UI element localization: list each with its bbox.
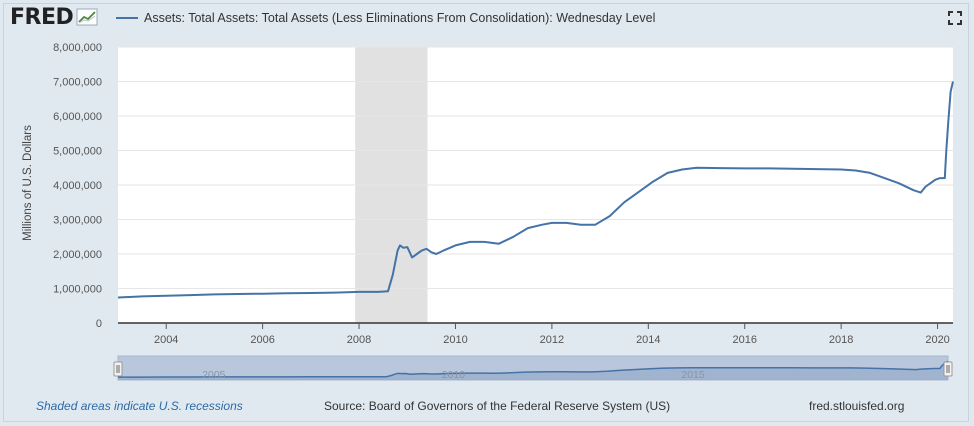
legend-series-label: Assets: Total Assets: Total Assets (Less… xyxy=(144,11,656,25)
x-tick-label: 2020 xyxy=(925,334,949,346)
navigator-label: 2015 xyxy=(681,369,705,381)
y-tick-label: 3,000,000 xyxy=(53,215,102,227)
navigator-label: 2005 xyxy=(202,369,226,381)
navigator-area xyxy=(118,361,948,380)
y-tick-label: 2,000,000 xyxy=(53,249,102,261)
x-tick-label: 2004 xyxy=(154,334,178,346)
y-tick-label: 8,000,000 xyxy=(53,42,102,54)
y-tick-label: 1,000,000 xyxy=(53,284,102,296)
source-note: Source: Board of Governors of the Federa… xyxy=(324,399,671,413)
x-tick-label: 2010 xyxy=(443,334,467,346)
x-tick-label: 2006 xyxy=(250,334,274,346)
navigator-line xyxy=(118,360,949,378)
navigator-label: 2010 xyxy=(442,369,466,381)
x-tick-label: 2016 xyxy=(732,334,756,346)
logo-text: FRED xyxy=(10,4,74,30)
navigator-left-handle[interactable] xyxy=(113,361,123,377)
fred-graph-icon xyxy=(76,8,98,26)
recession-note[interactable]: Shaded areas indicate U.S. recessions xyxy=(36,399,243,413)
chart-legend: Assets: Total Assets: Total Assets (Less… xyxy=(116,8,655,28)
graph-frame xyxy=(3,3,969,422)
y-tick-label: 5,000,000 xyxy=(53,146,102,158)
navigator-right-handle[interactable] xyxy=(943,361,953,377)
x-tick-label: 2014 xyxy=(636,334,660,346)
y-tick-label: 0 xyxy=(96,318,102,330)
x-tick-label: 2018 xyxy=(829,334,853,346)
x-tick-label: 2012 xyxy=(540,334,564,346)
y-tick-label: 4,000,000 xyxy=(53,180,102,192)
y-tick-label: 6,000,000 xyxy=(53,111,102,123)
fullscreen-icon[interactable] xyxy=(948,11,962,25)
fred-logo[interactable]: FRED xyxy=(10,2,98,32)
site-link[interactable]: fred.stlouisfed.org xyxy=(809,399,905,413)
series-line xyxy=(117,81,954,299)
y-tick-label: 7,000,000 xyxy=(53,77,102,89)
legend-swatch xyxy=(116,17,138,19)
x-tick-label: 2008 xyxy=(347,334,371,346)
